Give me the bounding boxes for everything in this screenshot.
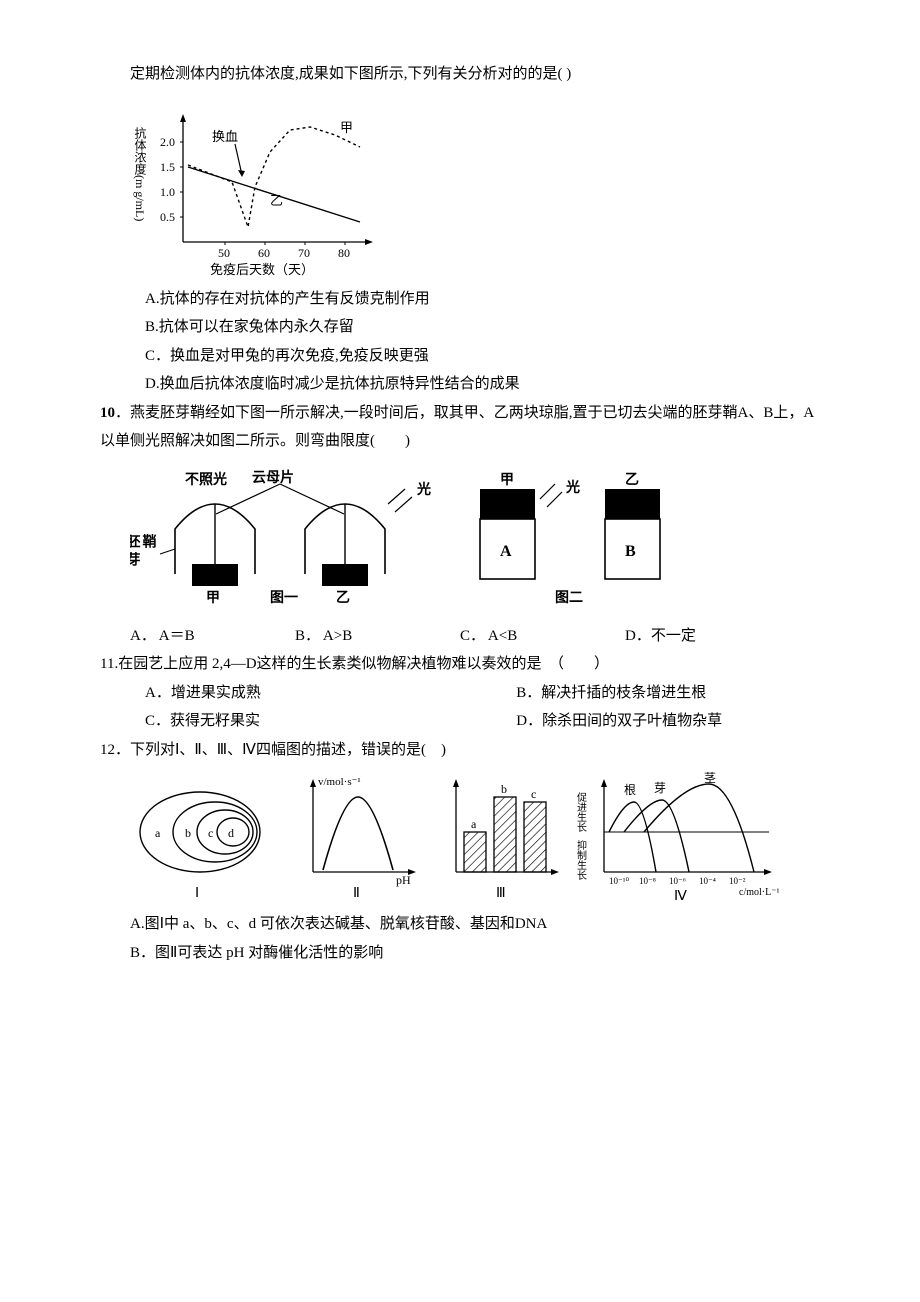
svg-text:v/mol·s⁻¹: v/mol·s⁻¹ xyxy=(318,776,361,788)
svg-text:Ⅰ: Ⅰ xyxy=(195,886,199,901)
svg-text:80: 80 xyxy=(338,246,350,260)
q10-opt-a: A． A＝B xyxy=(130,622,295,651)
q11-row1: A．增进果实成熟 B．解决扦插的枝条增进生根 xyxy=(100,679,820,708)
svg-text:光: 光 xyxy=(416,481,431,498)
svg-text:Ⅲ: Ⅲ xyxy=(496,886,506,901)
svg-text:图二: 图二 xyxy=(555,590,583,606)
q10-opt-b: B． A>B xyxy=(295,622,460,651)
q9-opt-c: C．换血是对甲兔的再次免疫,免疫反映更强 xyxy=(100,342,820,371)
q10-number: 10 xyxy=(100,405,115,421)
svg-text:鞘: 鞘 xyxy=(141,533,157,549)
svg-text:1.5: 1.5 xyxy=(160,160,175,174)
svg-text:光: 光 xyxy=(565,479,580,496)
svg-text:10⁻²: 10⁻² xyxy=(729,876,746,886)
q9-chart: 0.5 1.0 1.5 2.0 50 60 70 80 抗体浓度(m g/mL) xyxy=(130,97,820,277)
svg-text:b: b xyxy=(501,782,507,796)
svg-text:b: b xyxy=(185,826,191,840)
svg-text:芽: 芽 xyxy=(130,551,141,567)
q9-opt-d: D.换血后抗体浓度临时减少是抗体抗原特异性结合的成果 xyxy=(100,370,820,399)
svg-text:抑制生长: 抑制生长 xyxy=(575,840,587,880)
q12-text: 12．下列对Ⅰ、Ⅱ、Ⅲ、Ⅳ四幅图的描述，错误的是( ) xyxy=(100,736,820,765)
svg-text:Ⅱ: Ⅱ xyxy=(353,886,360,901)
q12-panel-3: a b c Ⅲ xyxy=(436,772,566,902)
svg-text:50: 50 xyxy=(218,246,230,260)
svg-text:茎: 茎 xyxy=(704,772,716,785)
svg-text:甲: 甲 xyxy=(500,472,514,488)
svg-text:c: c xyxy=(208,826,213,840)
svg-text:2.0: 2.0 xyxy=(160,135,175,149)
svg-text:a: a xyxy=(155,826,161,840)
svg-text:70: 70 xyxy=(298,246,310,260)
svg-text:甲: 甲 xyxy=(340,120,353,135)
q12-panel-4: 根 芽 茎 促进生长 抑制生长 10⁻¹⁰ 10⁻⁸ 10⁻⁶ 10⁻⁴ 10⁻… xyxy=(574,772,784,902)
svg-text:甲: 甲 xyxy=(206,590,220,606)
svg-text:免疫后天数（天）: 免疫后天数（天） xyxy=(210,262,314,277)
svg-text:乙: 乙 xyxy=(336,590,350,606)
q10-opt-c: C． A<B xyxy=(460,622,625,651)
svg-text:芽: 芽 xyxy=(654,781,666,795)
svg-text:10⁻⁶: 10⁻⁶ xyxy=(669,876,686,886)
svg-text:抗体浓度(m g/mL): 抗体浓度(m g/mL) xyxy=(133,125,147,221)
svg-text:不照光: 不照光 xyxy=(185,471,227,488)
q12-figures: a b c d Ⅰ v/mol·s⁻¹ pH Ⅱ xyxy=(130,772,820,902)
svg-text:d: d xyxy=(228,826,234,840)
svg-text:10⁻¹⁰: 10⁻¹⁰ xyxy=(609,876,629,886)
q11-opt-c: C．获得无籽果实 xyxy=(145,707,516,736)
svg-text:图一: 图一 xyxy=(270,590,298,606)
svg-text:胚: 胚 xyxy=(130,534,141,549)
svg-text:A: A xyxy=(500,543,512,560)
svg-text:10⁻⁸: 10⁻⁸ xyxy=(639,876,656,886)
q11-opt-b: B．解决扦插的枝条增进生根 xyxy=(516,679,820,708)
svg-text:换血: 换血 xyxy=(212,129,238,144)
q12-opt-b: B．图Ⅱ可表达 pH 对酶催化活性的影响 xyxy=(100,939,820,968)
svg-text:1.0: 1.0 xyxy=(160,185,175,199)
q12-panel-1: a b c d Ⅰ xyxy=(130,772,280,902)
q10-figure: 不照光 云母片 光 胚 芽 鞘 甲 图一 乙 A 甲 xyxy=(130,464,820,614)
svg-text:0.5: 0.5 xyxy=(160,210,175,224)
svg-text:乙: 乙 xyxy=(270,193,283,208)
q11-text: 11.在园艺上应用 2,4—D这样的生长素类似物解决植物难以奏效的是 （ ） xyxy=(100,650,820,679)
svg-text:Ⅳ: Ⅳ xyxy=(674,889,687,902)
svg-text:云母片: 云母片 xyxy=(252,469,294,486)
svg-text:a: a xyxy=(471,817,477,831)
q10-options: A． A＝B B． A>B C． A<B D．不一定 xyxy=(100,622,820,651)
svg-text:10⁻⁴: 10⁻⁴ xyxy=(699,876,716,886)
page-container: 定期检测体内的抗体浓度,成果如下图所示,下列有关分析对的的是( ) 0.5 1.… xyxy=(0,0,920,1027)
q11-opt-a: A．增进果实成熟 xyxy=(145,679,516,708)
svg-text:c/mol·L⁻¹: c/mol·L⁻¹ xyxy=(739,887,780,898)
q11-row2: C．获得无籽果实 D．除杀田间的双子叶植物杂草 xyxy=(100,707,820,736)
svg-text:pH: pH xyxy=(396,873,411,887)
svg-text:B: B xyxy=(625,543,636,560)
svg-text:乙: 乙 xyxy=(625,472,639,488)
q9-opt-a: A.抗体的存在对抗体的产生有反馈克制作用 xyxy=(100,285,820,314)
svg-text:根: 根 xyxy=(624,783,636,797)
q10-opt-d: D．不一定 xyxy=(625,622,790,651)
q12-opt-a: A.图Ⅰ中 a、b、c、d 可依次表达碱基、脱氧核苷酸、基因和DNA xyxy=(100,910,820,939)
q9-opt-b: B.抗体可以在家兔体内永久存留 xyxy=(100,313,820,342)
q12-panel-2: v/mol·s⁻¹ pH Ⅱ xyxy=(288,772,428,902)
svg-text:促进生长: 促进生长 xyxy=(575,791,587,832)
q9-prelude: 定期检测体内的抗体浓度,成果如下图所示,下列有关分析对的的是( ) xyxy=(100,60,820,89)
q10-text: 10．燕麦胚芽鞘经如下图一所示解决,一段时间后，取其甲、乙两块琼脂,置于已切去尖… xyxy=(100,399,820,456)
svg-text:c: c xyxy=(531,787,536,801)
q11-opt-d: D．除杀田间的双子叶植物杂草 xyxy=(516,707,820,736)
svg-text:60: 60 xyxy=(258,246,270,260)
